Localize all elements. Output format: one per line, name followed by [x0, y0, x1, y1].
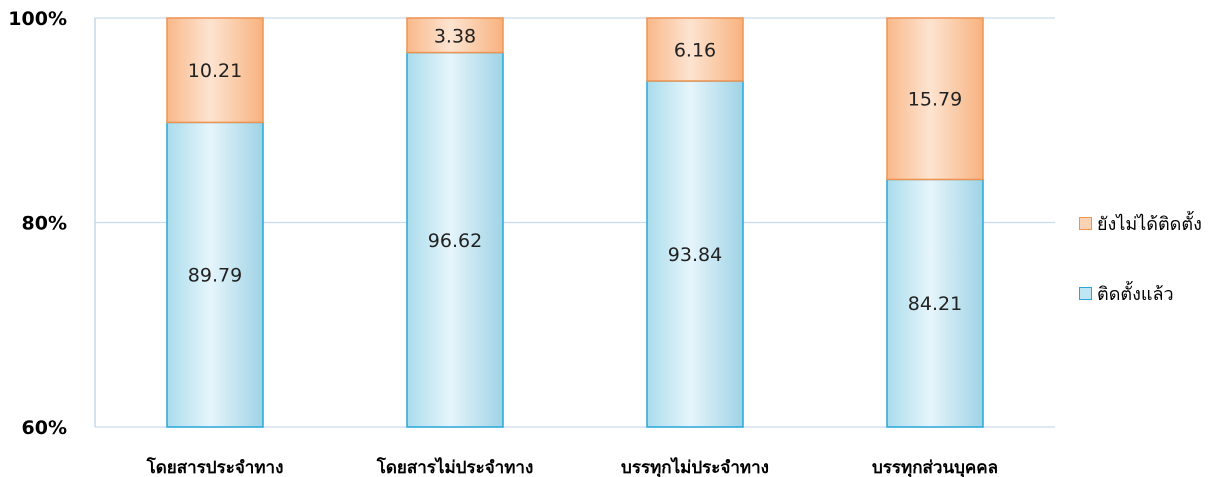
data-label-installed: 96.62 [428, 230, 482, 252]
data-label-not-installed: 15.79 [908, 89, 962, 111]
y-tick-label: 60% [22, 417, 67, 439]
legend-item-not-installed: ยังไม่ได้ติดตั้ง [1079, 205, 1202, 241]
x-category-label: โดยสารไม่ประจำทาง [376, 457, 534, 477]
data-label-not-installed: 10.21 [188, 60, 242, 82]
bars [166, 17, 984, 428]
legend-swatch-installed [1079, 286, 1092, 300]
legend-swatch-not-installed [1079, 216, 1092, 230]
y-tick-label: 100% [8, 8, 67, 30]
legend-label-installed: ติดตั้งแล้ว [1097, 283, 1174, 305]
x-category-label: บรรทุกส่วนบุคคล [872, 458, 998, 477]
legend-item-installed: ติดตั้งแล้ว [1079, 275, 1202, 311]
legend-label-not-installed: ยังไม่ได้ติดตั้ง [1097, 213, 1202, 235]
bar-segment-not-installed [886, 17, 984, 181]
x-category-label: โดยสารประจำทาง [146, 457, 284, 477]
x-category-label: บรรทุกไม่ประจำทาง [621, 457, 769, 477]
bar-segment-not-installed [166, 17, 264, 124]
legend: ยังไม่ได้ติดตั้ง ติดตั้งแล้ว [1079, 205, 1202, 345]
bar-segment-not-installed [406, 17, 504, 54]
data-label-installed: 84.21 [908, 293, 962, 315]
data-label-installed: 93.84 [668, 244, 722, 266]
labels: 60% 80% 100% 89.79 10.21 โดยสารประจำทาง 96.62 3… [8, 8, 998, 477]
y-tick-label: 80% [22, 213, 67, 235]
bar-segment-installed [406, 51, 504, 428]
data-label-installed: 89.79 [188, 265, 242, 287]
bar-segment-installed [646, 80, 744, 428]
data-label-not-installed: 3.38 [434, 25, 476, 47]
data-label-not-installed: 6.16 [674, 39, 716, 61]
bar-segment-installed [166, 121, 264, 428]
bar-segment-not-installed [646, 17, 744, 82]
bar-segment-installed [886, 178, 984, 428]
